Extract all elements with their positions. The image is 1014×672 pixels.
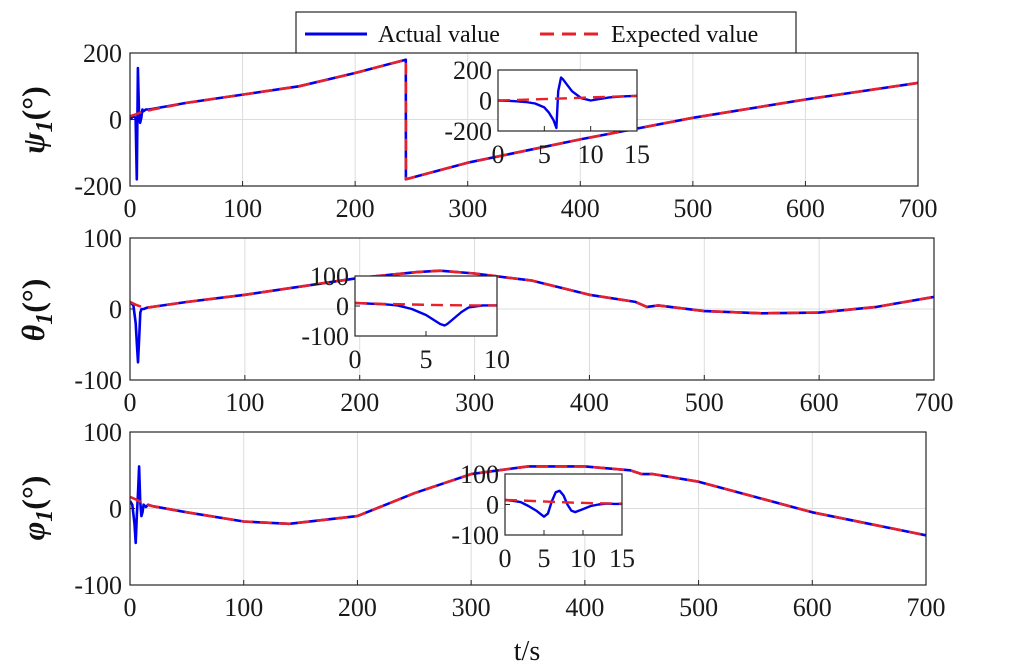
panel-1-inset-expected-line xyxy=(498,94,637,102)
panel-1-xtick-label-2: 200 xyxy=(336,194,375,223)
panel-3-xtick-label-3: 300 xyxy=(452,593,491,622)
panel-3-inset-ytick-label-1: 0 xyxy=(486,491,499,520)
panel-2-inset-ytick-label-1: 0 xyxy=(336,292,349,321)
panel-1-inset-xtick-label-2: 10 xyxy=(578,140,604,169)
x-axis-label: t/s xyxy=(514,636,540,667)
panel-3-xtick-label-4: 400 xyxy=(565,593,604,622)
panel-2-inset-axes-box xyxy=(354,275,498,337)
panel-3-ytick-label-2: 100 xyxy=(83,418,122,447)
panel-3-ytick-label-0: -100 xyxy=(74,571,122,600)
panel-2-inset-actual-line xyxy=(355,301,497,327)
panel-1-xtick-label-4: 400 xyxy=(561,194,600,223)
panel-1-axes-box xyxy=(129,52,919,187)
panel-2-inset-ytick-label-2: 100 xyxy=(310,262,349,291)
panel-1-xtick-label-5: 500 xyxy=(673,194,712,223)
panel-1-inset-ytick-label-1: 0 xyxy=(479,87,492,116)
panel-1-xtick-label-6: 600 xyxy=(786,194,825,223)
panel-3-inset-ytick-label-2: 100 xyxy=(460,460,499,489)
panel-2-xtick-label-2: 200 xyxy=(340,388,379,417)
panel-2-xtick-label-4: 400 xyxy=(570,388,609,417)
panel-2-axes-box xyxy=(129,237,935,381)
panel-3-y-axis-label: φ1(°) xyxy=(15,476,58,541)
panel-2-xtick-label-3: 300 xyxy=(455,388,494,417)
panel-1-xtick-label-3: 300 xyxy=(448,194,487,223)
panel-1-inset-xtick-label-1: 5 xyxy=(538,140,551,169)
panel-3-inset-xtick-label-0: 0 xyxy=(499,544,512,573)
panel-1-ytick-label-1: 0 xyxy=(109,106,122,135)
panel-2-expected-line xyxy=(130,269,934,315)
panel-2-inset-xtick-label-0: 0 xyxy=(349,345,362,374)
panel-2-inset-xtick-label-1: 5 xyxy=(420,345,433,374)
panel-3-xtick-label-6: 600 xyxy=(793,593,832,622)
panel-1-inset-ytick-label-0: -200 xyxy=(444,117,492,146)
panel-1-y-axis-label: ψ1(°) xyxy=(15,86,58,153)
panel-3-ytick-label-1: 0 xyxy=(109,495,122,524)
panel-1-xtick-label-0: 0 xyxy=(124,194,137,223)
panel-1-ytick-label-2: 200 xyxy=(83,39,122,68)
panel-3-inset-expected-line xyxy=(505,498,622,505)
panel-2-inset-ytick-label-0: -100 xyxy=(301,322,349,351)
legend-actual-label: Actual value xyxy=(378,22,500,48)
panel-2-xtick-label-7: 700 xyxy=(915,388,954,417)
panel-1-inset-xtick-label-3: 15 xyxy=(624,140,650,169)
panel-1-inset-actual-line xyxy=(498,76,637,130)
panel-3-xtick-label-5: 500 xyxy=(679,593,718,622)
panel-1-inset-axes-box xyxy=(497,69,638,132)
legend: Actual value Expected value xyxy=(295,11,797,56)
panel-3-axes-box xyxy=(129,431,927,586)
panel-2-inset-expected-line xyxy=(355,301,497,307)
panel-3-xtick-label-7: 700 xyxy=(907,593,946,622)
panel-2-xtick-label-0: 0 xyxy=(124,388,137,417)
panel-1-xtick-label-1: 100 xyxy=(223,194,262,223)
legend-expected-label: Expected value xyxy=(611,22,758,48)
panel-1-inset-ytick-label-2: 200 xyxy=(453,56,492,85)
panel-3-expected-line xyxy=(130,465,926,537)
panel-2-ytick-label-0: -100 xyxy=(74,366,122,395)
panel-1-inset-xtick-label-0: 0 xyxy=(492,140,505,169)
panel-2-xtick-label-6: 600 xyxy=(800,388,839,417)
panel-1-ytick-label-0: -200 xyxy=(74,172,122,201)
panel-3-inset-actual-line xyxy=(505,489,622,518)
panel-2-ytick-label-2: 100 xyxy=(83,224,122,253)
panel-3-inset-axes-box xyxy=(504,473,623,536)
panel-2-xtick-label-5: 500 xyxy=(685,388,724,417)
panel-2-xtick-label-1: 100 xyxy=(225,388,264,417)
panel-1-xtick-label-7: 700 xyxy=(899,194,938,223)
panel-3-inset-ytick-label-0: -100 xyxy=(451,521,499,550)
panel-2-inset-xtick-label-2: 10 xyxy=(484,345,510,374)
panel-3-xtick-label-0: 0 xyxy=(124,593,137,622)
panel-3-xtick-label-1: 100 xyxy=(224,593,263,622)
panel-3-inset-xtick-label-3: 15 xyxy=(609,544,635,573)
panel-3-inset-xtick-label-2: 10 xyxy=(570,544,596,573)
panel-1-expected-line xyxy=(130,58,918,181)
panel-3-inset-xtick-label-1: 5 xyxy=(538,544,551,573)
panel-2-ytick-label-1: 0 xyxy=(109,295,122,324)
panel-2-y-axis-label: θ1(°) xyxy=(15,279,58,342)
panel-3-xtick-label-2: 200 xyxy=(338,593,377,622)
